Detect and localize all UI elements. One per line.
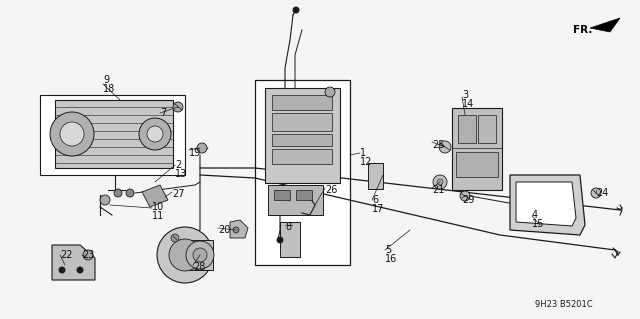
Bar — [272, 113, 332, 131]
Text: 9H23 B5201C: 9H23 B5201C — [535, 300, 593, 309]
Bar — [268, 185, 323, 215]
Polygon shape — [590, 18, 620, 32]
Bar — [55, 100, 173, 168]
Bar — [280, 222, 300, 257]
Bar — [274, 190, 290, 200]
Text: FR.: FR. — [573, 25, 593, 35]
Circle shape — [60, 122, 84, 146]
Text: 12: 12 — [360, 157, 372, 167]
Polygon shape — [142, 185, 168, 207]
Circle shape — [157, 227, 213, 283]
Bar — [478, 115, 496, 143]
Text: 1: 1 — [360, 148, 366, 158]
Circle shape — [126, 189, 134, 197]
Text: 8: 8 — [285, 222, 291, 232]
Circle shape — [83, 250, 93, 260]
Polygon shape — [516, 182, 576, 226]
Circle shape — [186, 241, 214, 269]
Text: 4: 4 — [532, 210, 538, 220]
Polygon shape — [40, 95, 185, 175]
Bar — [296, 190, 312, 200]
Bar — [272, 95, 332, 110]
Text: 2: 2 — [175, 160, 181, 170]
Circle shape — [433, 175, 447, 189]
Circle shape — [100, 195, 110, 205]
Polygon shape — [230, 220, 248, 238]
Circle shape — [114, 189, 122, 197]
Circle shape — [591, 188, 601, 198]
Text: 14: 14 — [462, 99, 474, 109]
Text: 9: 9 — [103, 75, 109, 85]
Bar — [272, 149, 332, 164]
Text: 19: 19 — [189, 148, 201, 158]
Circle shape — [439, 141, 451, 153]
Text: 26: 26 — [325, 185, 337, 195]
Bar — [452, 108, 502, 190]
Circle shape — [437, 179, 443, 185]
Text: 10: 10 — [152, 202, 164, 212]
Text: 7: 7 — [160, 108, 166, 118]
Circle shape — [193, 248, 207, 262]
Text: 17: 17 — [372, 204, 385, 214]
Circle shape — [50, 112, 94, 156]
Circle shape — [147, 126, 163, 142]
Text: 27: 27 — [172, 189, 184, 199]
Bar — [265, 88, 340, 183]
Circle shape — [325, 87, 335, 97]
Text: 11: 11 — [152, 211, 164, 221]
Bar — [368, 163, 383, 189]
Text: 15: 15 — [532, 219, 545, 229]
Text: 23: 23 — [82, 250, 94, 260]
Circle shape — [77, 267, 83, 273]
Text: 20: 20 — [218, 225, 230, 235]
Text: 6: 6 — [372, 195, 378, 205]
Circle shape — [139, 118, 171, 150]
Text: 25: 25 — [432, 140, 445, 150]
Circle shape — [460, 191, 470, 201]
Bar — [185, 240, 213, 270]
Text: 28: 28 — [193, 262, 205, 272]
Text: 5: 5 — [385, 245, 391, 255]
Bar — [458, 115, 476, 143]
Circle shape — [293, 7, 299, 13]
Text: 29: 29 — [462, 195, 474, 205]
Text: 16: 16 — [385, 254, 397, 264]
Text: 22: 22 — [60, 250, 72, 260]
Text: 24: 24 — [596, 188, 609, 198]
Circle shape — [169, 239, 201, 271]
Text: 18: 18 — [103, 84, 115, 94]
Circle shape — [277, 237, 283, 243]
Circle shape — [59, 267, 65, 273]
Polygon shape — [52, 245, 95, 280]
Polygon shape — [510, 175, 585, 235]
Text: 21: 21 — [432, 185, 444, 195]
Bar — [255, 80, 350, 265]
Circle shape — [173, 102, 183, 112]
Circle shape — [171, 234, 179, 242]
Bar — [456, 152, 498, 177]
Circle shape — [233, 227, 239, 233]
Bar — [272, 134, 332, 146]
Text: 13: 13 — [175, 169, 188, 179]
Text: 3: 3 — [462, 90, 468, 100]
Circle shape — [197, 143, 207, 153]
